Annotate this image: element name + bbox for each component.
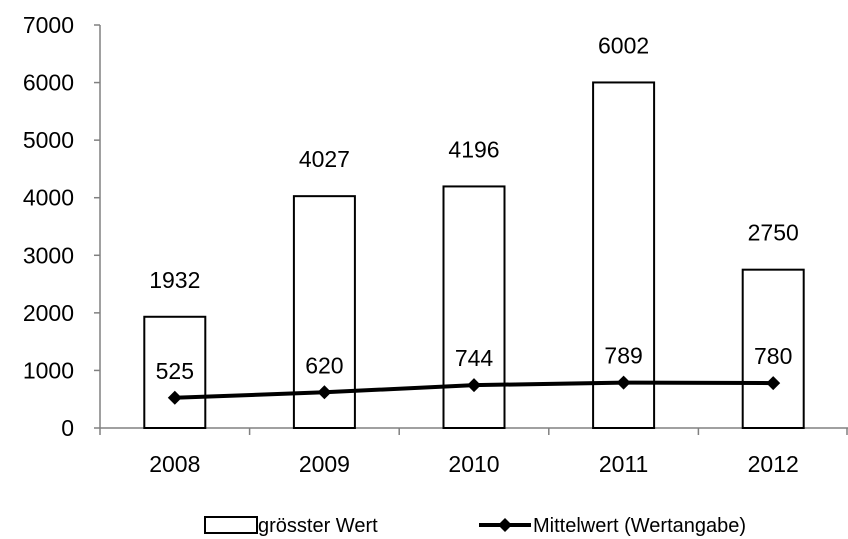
y-tick-label: 4000 xyxy=(23,185,74,211)
line-data-label: 744 xyxy=(455,345,494,371)
bar-data-label: 4196 xyxy=(448,136,499,162)
line-point-marker xyxy=(766,376,781,391)
bar-data-label: 4027 xyxy=(299,146,350,172)
y-tick-label: 1000 xyxy=(23,357,74,383)
line-data-label: 525 xyxy=(156,358,194,384)
y-tick-label: 2000 xyxy=(23,300,74,326)
legend-label-bar: grösster Wert xyxy=(258,515,378,537)
line-point-marker xyxy=(616,375,631,390)
y-tick-label: 6000 xyxy=(23,70,74,96)
legend-label-line: Mittelwert (Wertangabe) xyxy=(533,515,746,537)
line-point-marker xyxy=(467,378,481,393)
bar xyxy=(143,315,207,429)
legend-diamond-marker xyxy=(498,518,512,532)
line-data-labels: 525 620 744 789 780 xyxy=(156,343,793,384)
line-data-label: 620 xyxy=(305,352,343,378)
x-tick-label: 2012 xyxy=(748,451,799,477)
bar-data-label: 2750 xyxy=(748,220,799,246)
line-data-label: 789 xyxy=(604,343,642,369)
bar-data-label: 6002 xyxy=(598,32,649,58)
y-tick-label: 7000 xyxy=(23,12,74,38)
x-tick-label: 2008 xyxy=(149,451,200,477)
line-data-label: 780 xyxy=(754,343,792,369)
x-tick-label: 2011 xyxy=(599,451,648,477)
line-point-marker xyxy=(317,385,332,400)
y-tick-label: 0 xyxy=(61,415,74,441)
y-tick-label: 3000 xyxy=(23,242,74,268)
line-series xyxy=(167,375,781,405)
legend: grösster Wert Mittelwert (Wertangabe) xyxy=(204,515,746,537)
bar-series xyxy=(143,81,805,429)
bar-data-label: 1932 xyxy=(149,267,200,293)
x-tick-label: 2010 xyxy=(448,451,499,477)
bar-data-labels: 1932 4027 4196 6002 2750 xyxy=(149,32,799,292)
y-tick-label: 5000 xyxy=(23,127,74,153)
y-axis: 0 1000 2000 3000 4000 5000 6000 7000 xyxy=(23,12,101,441)
x-axis: 2008 2009 2010 2011 2012 xyxy=(99,427,848,477)
legend-bar-swatch xyxy=(204,516,258,534)
x-tick-label: 2009 xyxy=(299,451,350,477)
bar xyxy=(741,268,805,429)
bar xyxy=(592,81,656,429)
line-point-marker xyxy=(167,390,182,405)
